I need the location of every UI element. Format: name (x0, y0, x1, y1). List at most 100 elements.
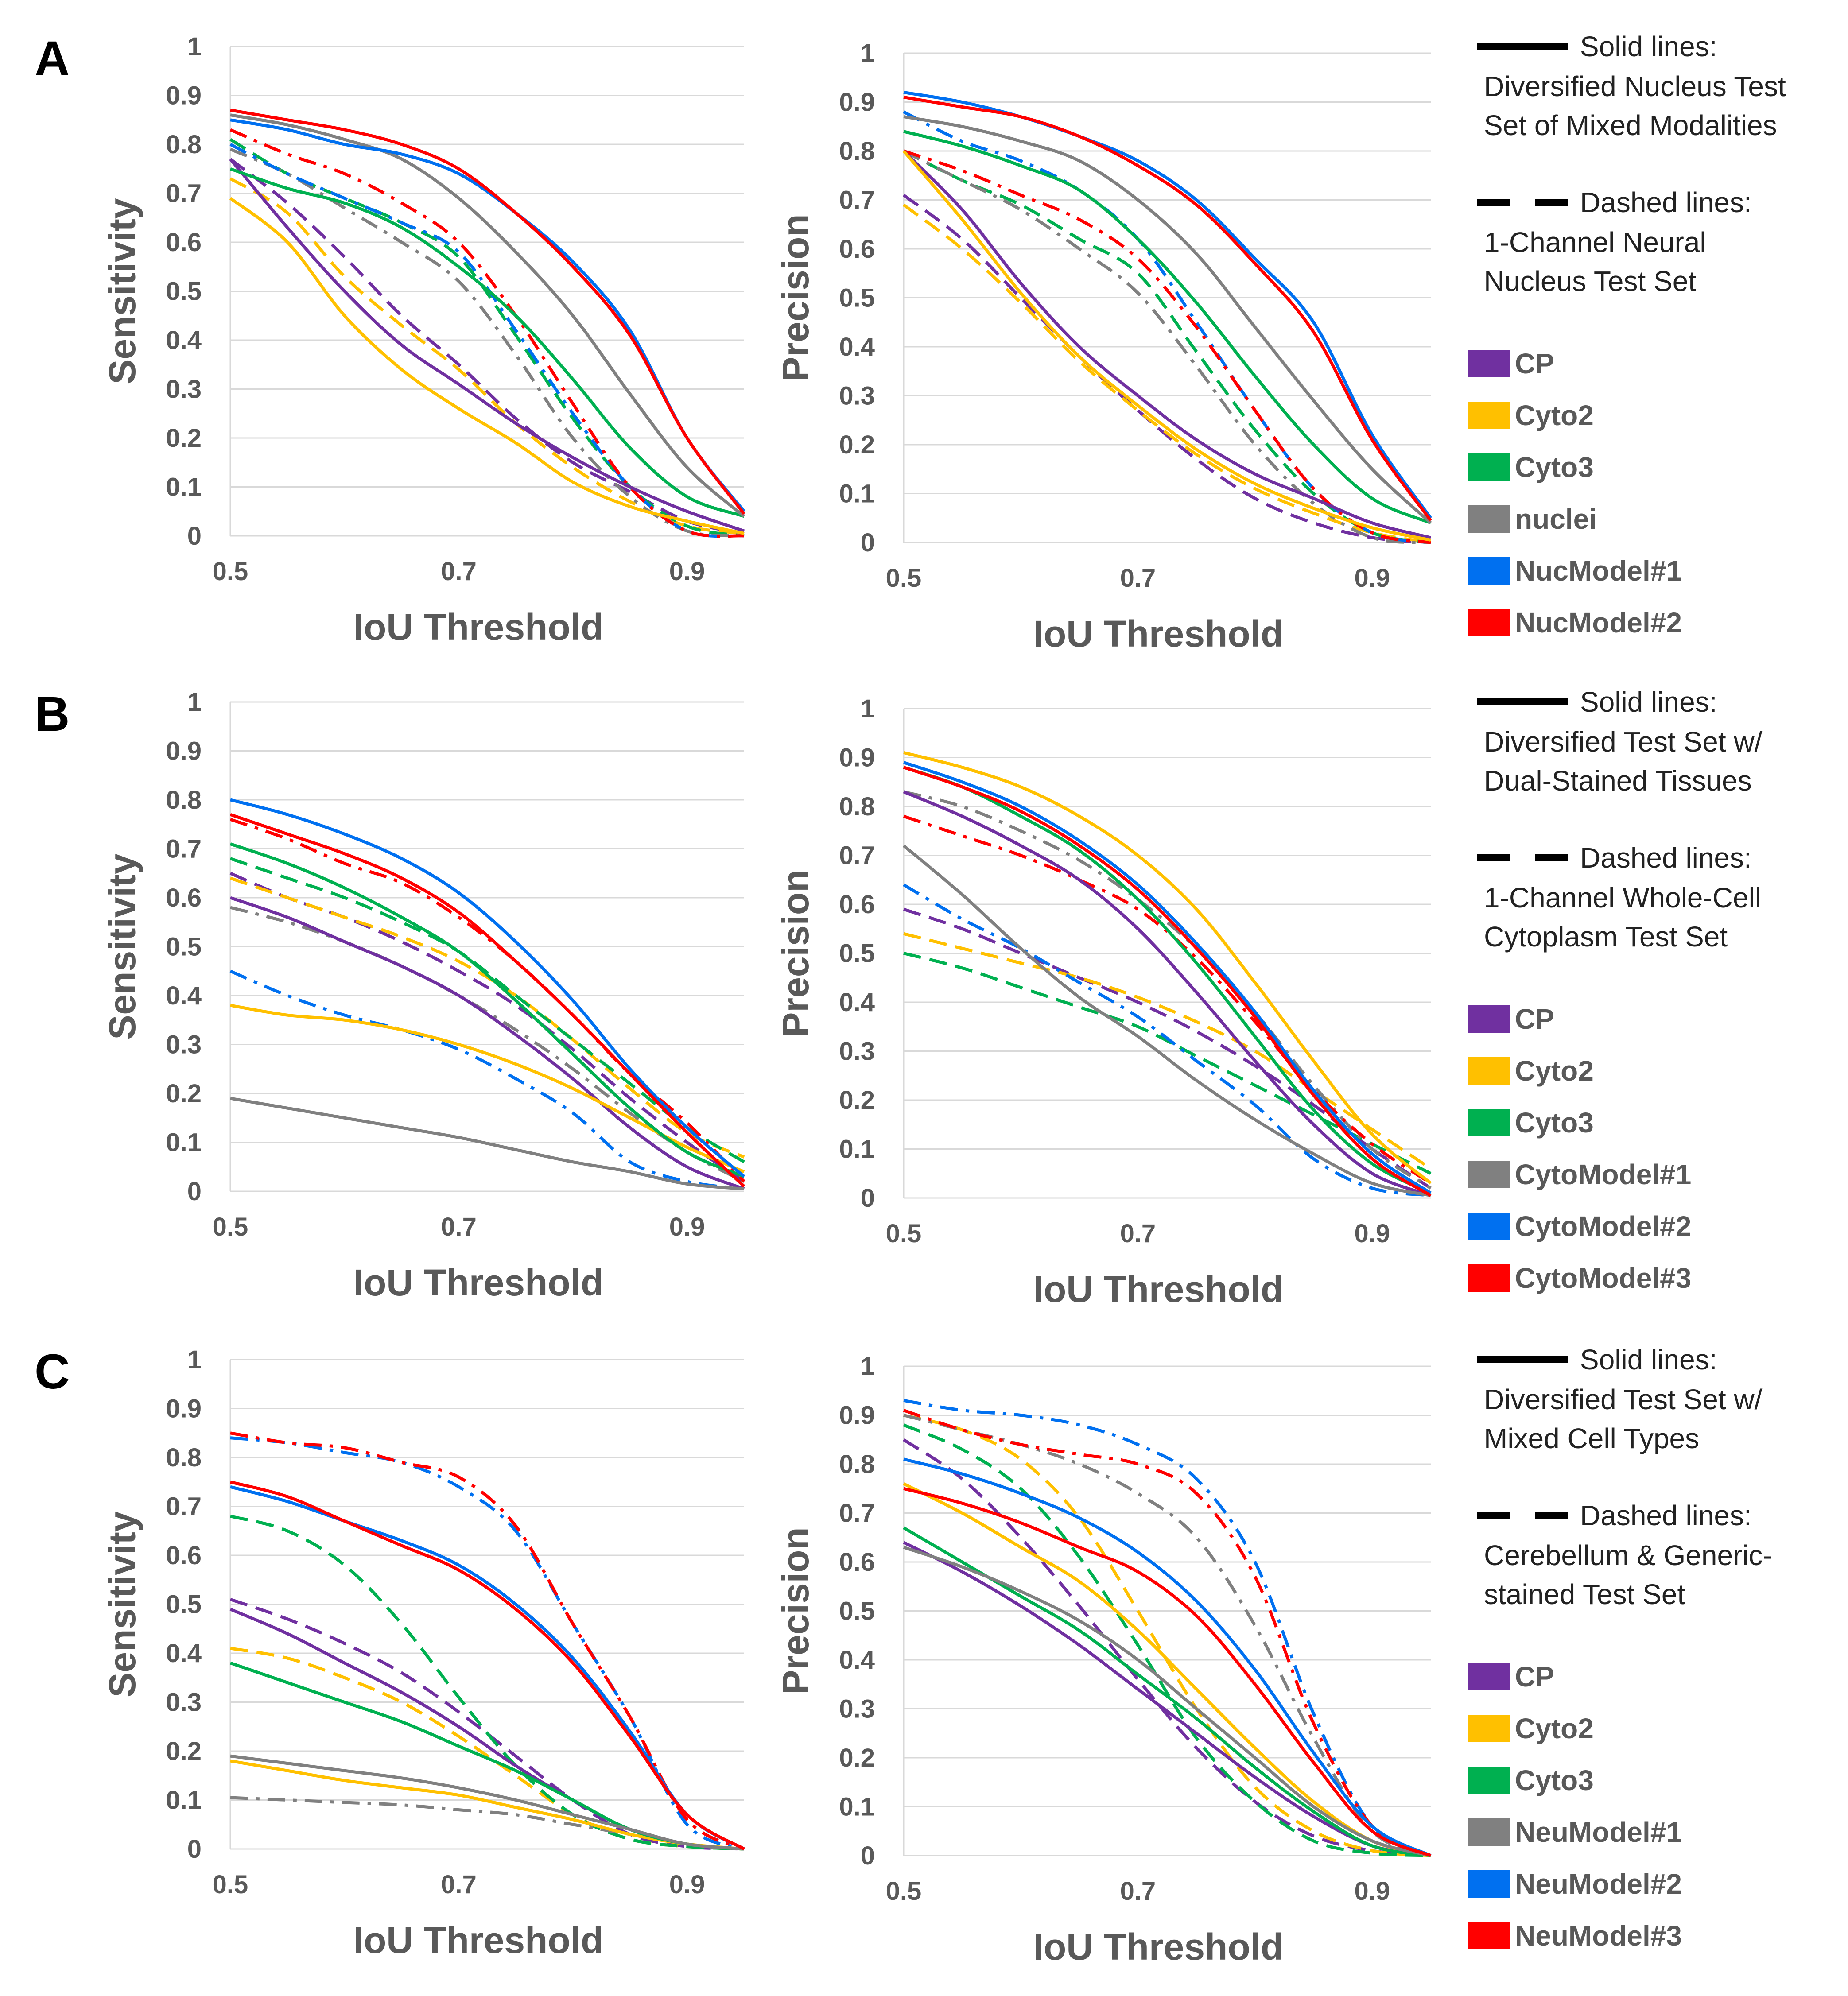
legend-swatch (1468, 609, 1510, 636)
chart-b-sensitivity: 0 0.1 0.2 0.3 0.4 0.5 0.6 0.7 0.8 0.9 1 0.5 0.7 0.9 Io… (101, 688, 745, 1303)
y-tick-label: 1 (861, 1352, 875, 1381)
y-tick-label: 0.2 (166, 1079, 202, 1108)
y-tick-label: 0 (187, 1835, 202, 1864)
series-line-cyto2-dashed (229, 876, 745, 1159)
series-line-cyto3-dashed (903, 952, 1432, 1175)
y-axis-title: Precision (775, 214, 816, 381)
legend-swatch (1468, 505, 1510, 533)
y-tick-label: 0.1 (166, 473, 202, 502)
series-line-neumodel-1-dashdot (230, 1796, 745, 1851)
y-tick-label: 0.3 (166, 375, 202, 404)
y-tick-label: 0.9 (839, 88, 875, 117)
y-tick-label: 0 (187, 1177, 202, 1206)
legend-solid-label: Solid lines: (1580, 1344, 1717, 1376)
series-line-neumodel-2-dashdot (903, 1399, 1432, 1857)
chart-c-precision: 0 0.1 0.2 0.3 0.4 0.5 0.6 0.7 0.8 0.9 1 0.5 0.7 0.9 Io… (775, 1352, 1432, 1968)
series-line-neumodel-2-solid (903, 1457, 1432, 1857)
legend-dashed-label: Dashed lines: (1580, 186, 1752, 218)
legend-solid-label: Solid lines: (1580, 31, 1717, 62)
legend-swatch (1468, 402, 1510, 429)
y-tick-label: 1 (861, 39, 875, 68)
series-line-cp-dashed (229, 158, 745, 535)
y-tick-label: 0.8 (839, 792, 875, 821)
series-line-cytomodel-3-solid (229, 813, 745, 1188)
series-line-cp-solid (902, 150, 1431, 539)
y-tick-label: 0.8 (166, 786, 202, 814)
legend-series-label: Cyto2 (1515, 399, 1594, 431)
y-tick-label: 0.3 (166, 1688, 202, 1717)
series-line-cp-solid (903, 1541, 1431, 1857)
series-line-cyto2-solid (230, 1004, 745, 1174)
legend-swatch (1468, 1922, 1510, 1949)
chart-c-sensitivity: 0 0.1 0.2 0.3 0.4 0.5 0.6 0.7 0.8 0.9 1 0.5 0.7 0.9 Io… (101, 1345, 745, 1961)
y-tick-label: 0.4 (166, 326, 202, 355)
legend-dashed-desc: 1-Channel Neural (1484, 226, 1706, 258)
y-tick-label: 1 (187, 1345, 202, 1374)
legend-dashed-desc: stained Test Set (1484, 1578, 1685, 1610)
x-tick-label: 0.9 (1354, 1877, 1390, 1906)
y-tick-label: 1 (187, 32, 202, 61)
y-tick-label: 0.6 (839, 890, 875, 919)
series-line-cyto2-solid (903, 751, 1432, 1185)
x-tick-label: 0.7 (1120, 1877, 1156, 1906)
x-tick-label: 0.5 (213, 1870, 248, 1899)
y-tick-label: 0.5 (166, 1590, 202, 1619)
y-tick-label: 0.6 (166, 228, 202, 257)
series-line-cp-dashed (903, 907, 1432, 1190)
y-tick-label: 0.6 (166, 884, 202, 912)
series-line-cyto2-solid (902, 150, 1431, 542)
series-line-cyto3-dashed (903, 149, 1431, 544)
chart-b-precision: 0 0.1 0.2 0.3 0.4 0.5 0.6 0.7 0.8 0.9 1 0.5 0.7 0.9 Io… (775, 694, 1432, 1310)
y-tick-label: 0.4 (166, 981, 202, 1010)
legend-series-label: NeuModel#1 (1515, 1816, 1682, 1848)
y-tick-label: 0.1 (166, 1128, 202, 1157)
y-tick-label: 0.1 (166, 1786, 202, 1815)
x-tick-label: 0.9 (1354, 564, 1390, 593)
y-tick-label: 0.5 (839, 284, 875, 313)
x-tick-label: 0.5 (886, 564, 922, 593)
x-axis-title: IoU Threshold (353, 1919, 604, 1961)
legend-series-label: NeuModel#2 (1515, 1868, 1682, 1900)
legend-swatch (1468, 453, 1510, 481)
series-line-cyto3-solid (229, 167, 745, 518)
y-tick-label: 0.7 (166, 179, 202, 208)
y-tick-label: 0.8 (839, 137, 875, 166)
x-tick-label: 0.5 (213, 557, 248, 586)
series-line-nucmodel-2-dashdot (903, 149, 1431, 544)
series-line-neumodel-1-solid (903, 1546, 1431, 1857)
y-tick-label: 0.7 (166, 835, 202, 864)
legend-swatch (1468, 1161, 1510, 1188)
y-tick-label: 0.6 (839, 235, 875, 264)
series-line-cyto3-dashed (229, 857, 745, 1163)
y-tick-label: 0.5 (166, 933, 202, 961)
y-tick-label: 0.2 (166, 1737, 202, 1766)
x-tick-label: 0.5 (213, 1213, 248, 1241)
series-line-nucmodel-2-solid (903, 95, 1432, 522)
legend-series-label: NucModel#1 (1515, 555, 1682, 587)
series-line-neumodel-3-solid (230, 1480, 745, 1851)
series-line-cytomodel-3-dashdot (903, 814, 1432, 1185)
legend-solid-desc: Mixed Cell Types (1484, 1422, 1699, 1454)
y-tick-label: 0.1 (839, 480, 875, 508)
chart-a-sensitivity: 0 0.1 0.2 0.3 0.4 0.5 0.6 0.7 0.8 0.9 1 0.5 0.7 0.9 Io… (101, 32, 745, 648)
x-tick-label: 0.7 (441, 557, 477, 586)
y-axis-title: Sensitivity (101, 1511, 143, 1697)
legend-swatch (1468, 1005, 1510, 1033)
y-tick-label: 0.2 (166, 424, 202, 453)
x-tick-label: 0.7 (441, 1870, 477, 1899)
legend-solid-desc: Diversified Test Set w/ (1484, 1384, 1763, 1415)
y-tick-label: 0.7 (839, 841, 875, 870)
x-axis-title: IoU Threshold (1033, 1268, 1284, 1310)
y-tick-label: 0.2 (839, 430, 875, 459)
legend-series-label: CytoModel#3 (1515, 1262, 1691, 1294)
y-tick-label: 0.3 (166, 1031, 202, 1059)
chart-a-precision: 0 0.1 0.2 0.3 0.4 0.5 0.6 0.7 0.8 0.9 1 0.5 0.7 0.9 Io… (775, 39, 1432, 655)
series-line-cyto2-dashed (903, 932, 1432, 1170)
legend-swatch (1468, 1109, 1510, 1136)
y-tick-label: 0.5 (839, 939, 875, 968)
x-tick-label: 0.9 (669, 1213, 705, 1241)
series-line-cp-dashed (902, 194, 1431, 544)
y-tick-label: 0.6 (839, 1548, 875, 1577)
legend-panel-b: Solid lines: Diversified Test Set w/Dual-… (1468, 686, 1763, 1294)
